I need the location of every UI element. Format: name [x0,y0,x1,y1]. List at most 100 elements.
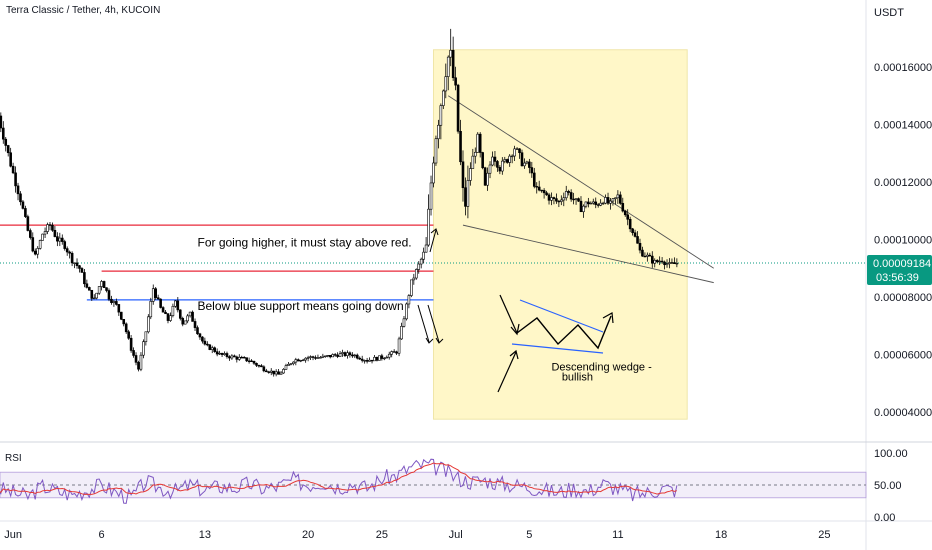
candle-body-35 [83,272,86,285]
candle-body-149 [363,360,366,362]
candle-body-132 [321,355,325,358]
candle-body-48 [115,301,118,305]
candle-body-176 [429,182,433,210]
time-tick-9: 25 [818,529,830,541]
candle-body-54 [129,337,133,351]
candle-body-63 [151,288,155,302]
price-tick-0: 0.00016000 [874,62,932,74]
candle-body-274 [670,262,674,264]
candle-body-193 [471,155,475,169]
candle-body-74 [178,309,182,319]
candle-body-143 [348,352,352,356]
rsi-tick-0: 100.00 [874,448,908,460]
candle-body-123 [299,360,303,362]
candle-body-137 [333,354,337,356]
time-tick-8: 18 [715,529,727,541]
candle-body-15 [33,250,37,255]
candle-body-208 [508,155,511,163]
candle-body-224 [547,194,551,201]
candle-body-259 [633,232,637,237]
candle-body-263 [643,255,647,258]
candle-body-190 [464,187,467,207]
shaded-zone [432,49,688,420]
candle-body-76 [183,320,187,325]
candle-body-150 [365,360,369,362]
candle-body-118 [287,364,290,366]
time-tick-4: 25 [376,529,388,541]
candle-body-252 [616,194,620,199]
time-tick-1: 6 [99,529,105,541]
candle-body-216 [528,161,531,168]
candle-body-18 [41,233,44,241]
candle-body-218 [532,172,536,187]
candle-body-6 [11,165,15,174]
candle-body-70 [169,315,172,321]
candle-body-138 [336,354,339,357]
candle-body-38 [90,289,94,299]
candle-body-235 [574,198,578,200]
candle-body-64 [154,288,157,298]
candle-body-108 [262,366,266,372]
candle-body-84 [203,340,207,345]
candle-body-58 [139,354,143,370]
candle-body-142 [346,352,349,356]
candle-body-161 [392,351,396,353]
candle-body-213 [520,152,524,167]
chart-title: Terra Classic / Tether, 4h, KUCOIN [6,5,160,16]
text-annotations: For going higher, it must stay above red… [197,236,652,384]
candle-body-51 [122,319,126,325]
candle-body-174 [424,244,428,253]
candle-body-160 [390,351,393,355]
price-tick-2: 0.00012000 [874,177,932,189]
candle-body-211 [515,148,519,150]
candle-body-237 [579,200,583,213]
candle-body-129 [314,357,317,359]
wedge-line-1 [462,224,714,284]
candle-body-82 [198,333,202,338]
candle-body-9 [19,193,22,203]
candle-body-172 [419,258,423,265]
last-price-tag: 0.00009184 03:56:39 [867,254,932,285]
candle-body-206 [503,159,507,162]
candle-body-107 [260,365,263,368]
candle-body-181 [442,90,445,106]
price-tick-3: 0.00010000 [874,235,932,247]
sketch-upper-line [519,299,604,333]
candle-body-89 [215,351,219,355]
candle-body-45 [107,290,111,300]
candle-body-92 [223,353,226,355]
candle-body-144 [351,354,354,357]
candle-body-270 [660,260,664,263]
candle-body-79 [191,311,194,322]
candle-body-275 [673,262,676,265]
currency-label: USDT [874,7,904,19]
candle-body-80 [193,321,197,328]
candle-body-112 [272,370,275,375]
candle-body-78 [188,311,192,317]
candle-body-272 [665,263,669,266]
candle-body-72 [174,300,177,307]
countdown-timer: 03:56:39 [876,272,919,284]
candle-body-86 [208,344,212,350]
candle-body-61 [147,316,150,333]
price-tick-5: 0.00006000 [874,350,932,362]
arrow-annotations [417,228,444,344]
candle-body-180 [439,105,443,126]
candle-body-217 [530,167,534,174]
candle-body-209 [510,155,514,158]
candle-body-4 [6,145,10,154]
candle-body-200 [488,164,492,174]
candle-body-59 [142,341,145,356]
arrow-head-down-icon [425,337,434,344]
candle-body-214 [523,162,526,167]
candle-body-242 [591,201,595,204]
candle-body-43 [102,281,106,288]
candle-body-146 [355,354,359,359]
candle-body-25 [58,237,62,242]
candle-body-230 [562,197,566,201]
candle-body-265 [648,254,652,257]
candle-body-204 [498,167,502,172]
wedge-line-0 [447,95,714,269]
candle-body-276 [675,262,679,265]
candle-body-127 [309,356,312,358]
